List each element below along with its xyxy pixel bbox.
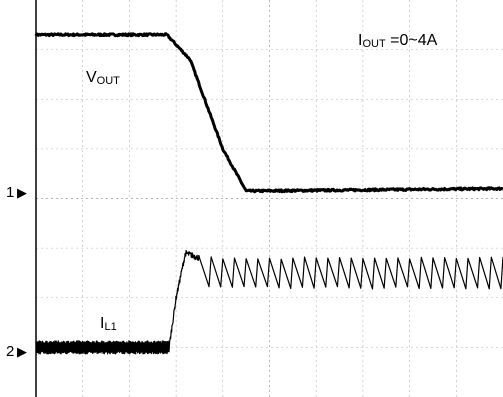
channel-1-label: 1: [6, 184, 14, 201]
channel-2-marker: ▶: [17, 344, 27, 359]
vout-prefix: V: [86, 69, 97, 86]
vout-label: VOUT: [86, 69, 120, 87]
grid: [36, 0, 503, 397]
il1-prefix: I: [100, 315, 104, 332]
il1-sub: L1: [104, 321, 116, 333]
channel-2-label: 2: [6, 343, 14, 360]
load-step-prefix: I: [358, 32, 362, 49]
load-step-sub: OUT: [362, 38, 386, 50]
series-line-il1: [35, 249, 503, 355]
il1-label: IL1: [100, 315, 117, 333]
vout-sub: OUT: [97, 75, 121, 87]
traces: [34, 32, 503, 355]
load-step-annotation: IOUT =0~4A: [358, 32, 438, 50]
load-step-suffix: =0~4A: [386, 32, 438, 49]
series-line-vout: [34, 32, 503, 194]
channel-1-marker: ▶: [17, 185, 27, 200]
